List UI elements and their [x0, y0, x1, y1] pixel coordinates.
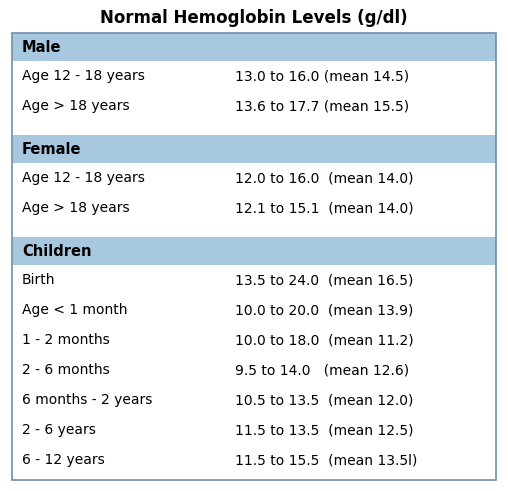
- Text: 11.5 to 13.5  (mean 12.5): 11.5 to 13.5 (mean 12.5): [235, 423, 413, 437]
- Bar: [12, 223, 496, 237]
- Text: 6 months - 2 years: 6 months - 2 years: [22, 393, 152, 407]
- Bar: [12, 163, 496, 193]
- Bar: [12, 295, 496, 325]
- Text: 13.5 to 24.0  (mean 16.5): 13.5 to 24.0 (mean 16.5): [235, 273, 413, 287]
- Bar: [12, 445, 496, 475]
- Text: 10.5 to 13.5  (mean 12.0): 10.5 to 13.5 (mean 12.0): [235, 393, 413, 407]
- Bar: [12, 91, 496, 121]
- Bar: [12, 135, 496, 163]
- Text: Age > 18 years: Age > 18 years: [22, 99, 130, 113]
- Bar: [12, 355, 496, 385]
- Text: 13.6 to 17.7 (mean 15.5): 13.6 to 17.7 (mean 15.5): [235, 99, 409, 113]
- Text: 1 - 2 months: 1 - 2 months: [22, 333, 110, 347]
- Bar: [12, 415, 496, 445]
- Text: 10.0 to 18.0  (mean 11.2): 10.0 to 18.0 (mean 11.2): [235, 333, 414, 347]
- Bar: [12, 237, 496, 265]
- Bar: [12, 121, 496, 135]
- Text: Female: Female: [22, 141, 81, 157]
- Bar: [12, 385, 496, 415]
- Text: Age 12 - 18 years: Age 12 - 18 years: [22, 171, 145, 185]
- Bar: [12, 193, 496, 223]
- Text: Birth: Birth: [22, 273, 55, 287]
- Bar: [12, 325, 496, 355]
- Text: 11.5 to 15.5  (mean 13.5l): 11.5 to 15.5 (mean 13.5l): [235, 453, 417, 467]
- Text: Children: Children: [22, 244, 91, 258]
- Text: 2 - 6 months: 2 - 6 months: [22, 363, 110, 377]
- Bar: [12, 61, 496, 91]
- Text: 13.0 to 16.0 (mean 14.5): 13.0 to 16.0 (mean 14.5): [235, 69, 409, 83]
- Text: Age > 18 years: Age > 18 years: [22, 201, 130, 215]
- Text: Normal Hemoglobin Levels (g/dl): Normal Hemoglobin Levels (g/dl): [100, 9, 408, 27]
- Text: 10.0 to 20.0  (mean 13.9): 10.0 to 20.0 (mean 13.9): [235, 303, 413, 317]
- Text: Male: Male: [22, 39, 61, 55]
- Text: 12.0 to 16.0  (mean 14.0): 12.0 to 16.0 (mean 14.0): [235, 171, 413, 185]
- Text: 9.5 to 14.0   (mean 12.6): 9.5 to 14.0 (mean 12.6): [235, 363, 409, 377]
- Text: 12.1 to 15.1  (mean 14.0): 12.1 to 15.1 (mean 14.0): [235, 201, 414, 215]
- Bar: [12, 265, 496, 295]
- Text: Age < 1 month: Age < 1 month: [22, 303, 128, 317]
- Text: 2 - 6 years: 2 - 6 years: [22, 423, 96, 437]
- Bar: [12, 33, 496, 61]
- Text: 6 - 12 years: 6 - 12 years: [22, 453, 105, 467]
- Text: Age 12 - 18 years: Age 12 - 18 years: [22, 69, 145, 83]
